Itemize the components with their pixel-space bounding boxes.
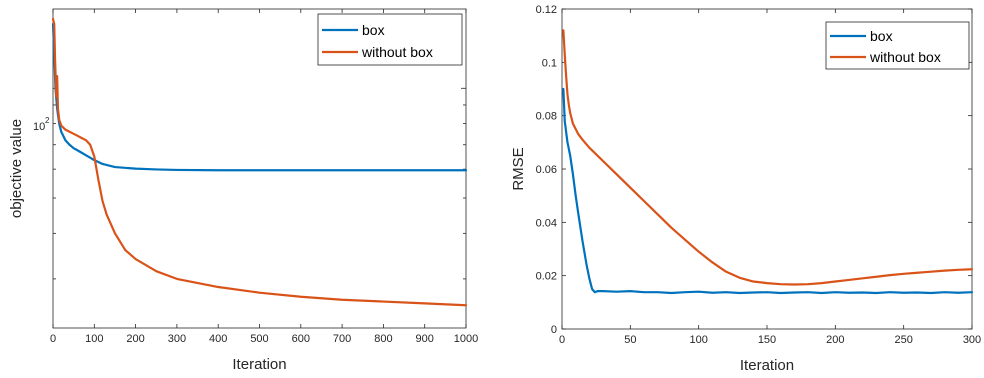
x-tick-label: 200 (826, 334, 844, 346)
y-tick-label: 0.02 (536, 271, 557, 283)
legend-label-box: box (870, 28, 893, 44)
x-tick-label: 300 (168, 333, 186, 345)
y-tick-label: 0 (551, 324, 557, 336)
y-tick-label: 0.06 (536, 164, 557, 176)
x-tick-label: 100 (689, 334, 707, 346)
x-axis-label: Iteration (740, 357, 794, 374)
series-line-box (562, 87, 974, 295)
x-tick-label: 50 (624, 334, 636, 346)
legend-label-without-box: without box (361, 44, 433, 60)
x-axis-label: Iteration (232, 356, 286, 373)
y-ticks: 0 0.02 0.04 0.06 0.08 0.1 0.12 (536, 4, 972, 336)
y-tick-label-log: 10 2 (33, 116, 50, 133)
x-tick-label: 200 (126, 333, 144, 345)
x-tick-label: 500 (250, 333, 268, 345)
series-line-without-box (51, 17, 468, 307)
x-tick-label: 0 (50, 333, 56, 345)
legend-box (317, 13, 463, 66)
series-line-box (51, 22, 468, 172)
legend: box without box (825, 21, 970, 70)
x-tick-label: 0 (559, 334, 565, 346)
x-tick-label: 150 (758, 334, 776, 346)
plot-objective: 0 100 200 300 400 500 600 700 800 900 1000 10 2 It… (8, 8, 478, 373)
y-axis-label: objective value (8, 119, 25, 218)
x-tick-label: 250 (894, 334, 912, 346)
y-tick-label: 0.08 (536, 111, 557, 123)
plot-rmse: 0 50 100 150 200 250 300 00.020.040.060.080.10… (510, 4, 981, 374)
x-tick-label: 900 (416, 333, 434, 345)
x-tick-label: 600 (292, 333, 310, 345)
legend-label-without-box: without box (869, 49, 941, 65)
series-line-without-box (562, 29, 974, 286)
x-ticks: 0 100 200 300 400 500 600 700 800 900 1000 (50, 9, 478, 345)
series-group (562, 29, 974, 295)
y-tick-base: 10 (33, 121, 45, 133)
x-ticks: 0 50 100 150 200 250 300 (559, 9, 981, 346)
x-tick-label: 1000 (454, 333, 478, 345)
x-tick-label: 400 (209, 333, 227, 345)
x-tick-label: 800 (374, 333, 392, 345)
y-ticks (53, 87, 466, 280)
y-tick-label: 0.1 (542, 57, 557, 69)
series-group (51, 17, 468, 307)
y-tick-label: 0.04 (536, 217, 557, 229)
legend-box (825, 21, 970, 70)
x-tick-label: 700 (333, 333, 351, 345)
x-tick-label: 100 (85, 333, 103, 345)
y-tick-label: 0.12 (536, 4, 557, 16)
y-tick-exponent: 2 (45, 116, 50, 125)
x-tick-label: 300 (963, 334, 981, 346)
legend: box without box (317, 13, 463, 66)
y-axis-label: RMSE (510, 147, 527, 190)
legend-label-box: box (362, 22, 385, 38)
